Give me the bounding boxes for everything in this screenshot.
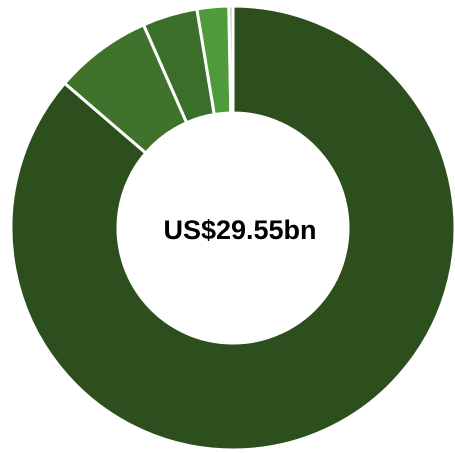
center-total: US$29.55bn [163, 215, 316, 245]
donut-segment [227, 4, 235, 115]
segments [9, 4, 455, 452]
